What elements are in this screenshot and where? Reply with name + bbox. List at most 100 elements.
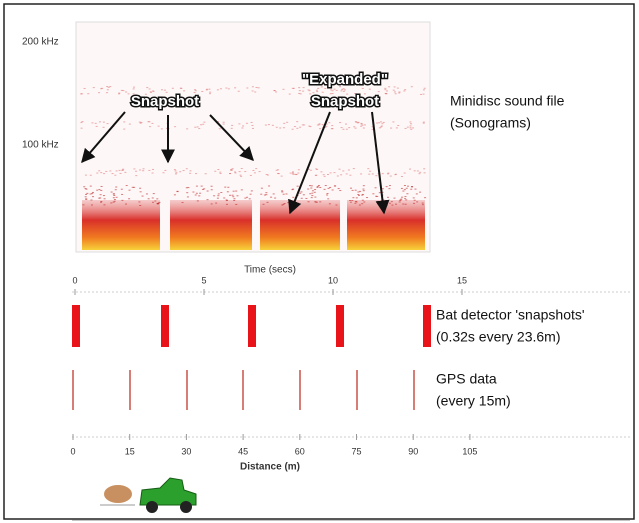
noise — [393, 198, 395, 199]
noise — [307, 189, 309, 190]
noise — [182, 202, 184, 203]
noise — [343, 91, 345, 92]
noise — [95, 123, 97, 124]
noise — [203, 122, 205, 123]
noise — [135, 171, 137, 172]
noise — [153, 193, 155, 194]
noise — [142, 170, 144, 171]
tick-label: 30 — [181, 446, 191, 456]
noise — [149, 126, 151, 127]
noise — [147, 121, 149, 122]
noise — [113, 194, 115, 195]
noise — [234, 87, 236, 88]
noise — [361, 124, 363, 125]
y-label: 200 kHz — [22, 37, 59, 48]
noise — [254, 92, 256, 93]
snapshot-band — [170, 200, 252, 250]
noise — [233, 200, 235, 201]
noise — [143, 168, 145, 169]
noise — [283, 127, 285, 128]
noise — [227, 191, 229, 192]
noise — [409, 121, 411, 122]
noise — [285, 193, 287, 194]
expanded-label: Snapshot — [311, 93, 379, 110]
noise — [417, 170, 419, 171]
noise — [152, 169, 154, 170]
noise — [305, 198, 307, 199]
expanded-label: "Expanded" — [302, 71, 388, 88]
noise — [250, 194, 252, 195]
noise — [158, 126, 160, 127]
noise — [139, 188, 141, 189]
noise — [227, 187, 229, 188]
noise — [229, 173, 231, 174]
noise — [401, 197, 403, 198]
noise — [114, 175, 116, 176]
noise — [125, 204, 127, 205]
noise — [395, 93, 397, 94]
noise — [404, 198, 406, 199]
bat-label: Bat detector 'snapshots' — [436, 307, 585, 323]
noise — [319, 201, 321, 202]
noise — [200, 124, 202, 125]
noise — [196, 193, 198, 194]
noise — [301, 198, 303, 199]
noise — [232, 196, 234, 197]
noise — [372, 173, 374, 174]
noise — [363, 190, 365, 191]
noise — [121, 200, 123, 201]
noise — [235, 191, 237, 192]
noise — [265, 192, 267, 193]
noise — [389, 203, 391, 204]
noise — [394, 91, 396, 92]
time-axis-label: Time (secs) — [244, 265, 296, 276]
noise — [217, 195, 219, 196]
noise — [404, 185, 406, 186]
noise — [123, 121, 125, 122]
noise — [397, 88, 399, 89]
noise — [311, 193, 313, 194]
noise — [329, 187, 331, 188]
noise — [390, 176, 392, 177]
noise — [331, 128, 333, 129]
noise — [192, 192, 194, 193]
noise — [401, 188, 403, 189]
noise — [135, 175, 137, 176]
noise — [377, 203, 379, 204]
noise — [85, 175, 87, 176]
noise — [123, 129, 125, 130]
noise — [230, 169, 232, 170]
noise — [325, 126, 327, 127]
noise — [80, 122, 82, 123]
noise — [152, 91, 154, 92]
noise — [363, 128, 365, 129]
noise — [410, 123, 412, 124]
noise — [96, 190, 98, 191]
noise — [339, 122, 341, 123]
noise — [315, 168, 317, 169]
noise — [138, 201, 140, 202]
noise — [384, 88, 386, 89]
noise — [87, 93, 89, 94]
noise — [197, 200, 199, 201]
noise — [381, 123, 383, 124]
noise — [251, 190, 253, 191]
noise — [298, 169, 300, 170]
tick-label: 15 — [457, 275, 467, 285]
noise — [100, 190, 102, 191]
noise — [96, 126, 98, 127]
noise — [149, 88, 151, 89]
noise — [290, 173, 292, 174]
noise — [354, 203, 356, 204]
noise — [394, 86, 396, 87]
noise — [277, 173, 279, 174]
noise — [348, 127, 350, 128]
noise — [100, 194, 102, 195]
noise — [317, 186, 319, 187]
noise — [366, 197, 368, 198]
noise — [105, 171, 107, 172]
noise — [133, 88, 135, 89]
noise — [316, 202, 318, 203]
tick-label: 10 — [328, 275, 338, 285]
noise — [98, 189, 100, 190]
